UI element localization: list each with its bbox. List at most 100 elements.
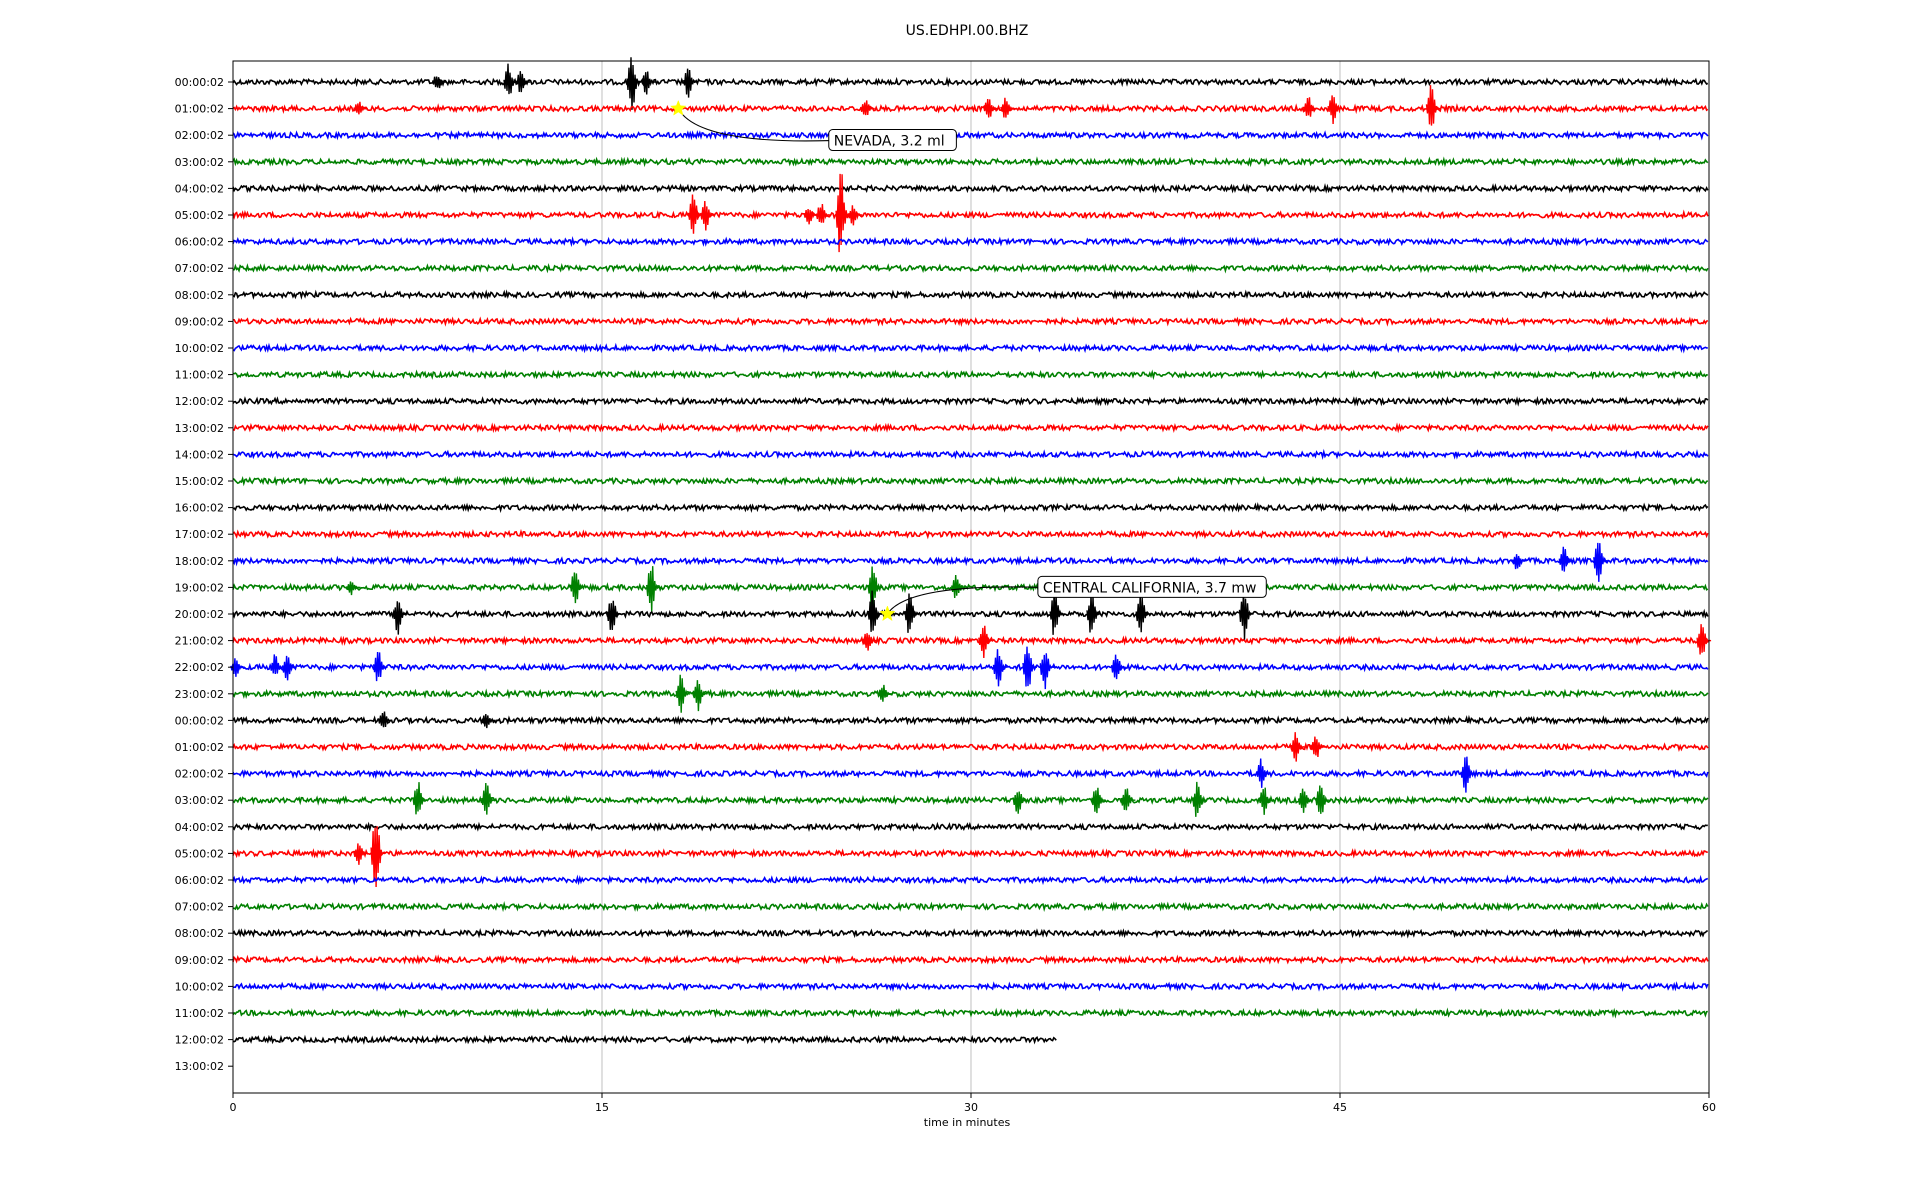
trace-spike (345, 581, 361, 596)
y-tick-label: 22:00:02 (175, 661, 224, 674)
trace-spike (867, 566, 883, 609)
trace-row (232, 369, 1708, 381)
trace-spike (353, 101, 368, 115)
y-tick-label: 03:00:02 (175, 156, 224, 169)
annotation-label: CENTRAL CALIFORNIA, 3.7 mw (1043, 580, 1257, 596)
trace-spike (1086, 593, 1102, 633)
trace-spike (675, 674, 691, 713)
y-tick-label: 01:00:02 (175, 741, 224, 754)
trace-spike (1425, 85, 1441, 126)
trace-spike (1302, 97, 1318, 117)
trace-spike (1192, 781, 1207, 817)
trace-row (232, 635, 1709, 647)
trace-spike (392, 601, 408, 635)
y-tick-label: 02:00:02 (175, 768, 224, 781)
trace-spike (1238, 588, 1254, 640)
trace-row (232, 581, 1709, 594)
trace-spike (515, 71, 531, 93)
event-star-marker (879, 605, 896, 622)
trace-spike (1290, 732, 1306, 762)
event-annotations: NEVADA, 3.2 ml CENTRAL CALIFORNIA, 3.7 mw (670, 99, 1267, 622)
y-tick-label: 17:00:02 (175, 528, 224, 541)
y-tick-label: 20:00:02 (175, 608, 224, 621)
trace-row (232, 874, 1709, 886)
trace-spike (269, 654, 285, 675)
y-tick-label: 11:00:02 (175, 369, 224, 382)
trace-row (232, 927, 1708, 939)
trace-spike (641, 71, 656, 95)
y-axis: 00:00:02 01:00:02 02:00:02 03:00:02 04:00:02… (175, 76, 233, 1073)
trace-spike (835, 173, 851, 253)
trace-spike (847, 205, 863, 226)
trace-spike (904, 593, 920, 633)
trace-spike (687, 194, 703, 234)
y-tick-label: 00:00:02 (175, 714, 224, 727)
trace-row (232, 289, 1709, 301)
trace-spike (1315, 785, 1330, 814)
chart-title: US.EDHPI.00.BHZ (906, 23, 1029, 39)
trace-row (232, 342, 1708, 354)
y-tick-label: 21:00:02 (175, 635, 224, 648)
y-tick-label: 01:00:02 (175, 103, 224, 116)
y-tick-label: 07:00:02 (175, 262, 224, 275)
trace-spike (1120, 788, 1136, 811)
event-star-marker (670, 99, 687, 116)
grid-lines (601, 61, 1341, 1093)
trace-row (232, 608, 1709, 620)
y-tick-label: 02:00:02 (175, 129, 224, 142)
trace-row (232, 954, 1709, 966)
trace-row (232, 688, 1709, 700)
y-tick-label: 08:00:02 (175, 927, 224, 940)
y-tick-label: 10:00:02 (175, 980, 224, 993)
trace-row (232, 182, 1709, 194)
y-tick-label: 19:00:02 (175, 581, 224, 594)
trace-spike (951, 574, 966, 599)
trace-row (232, 821, 1708, 833)
y-tick-label: 18:00:02 (175, 555, 224, 568)
trace-spike (606, 600, 622, 631)
trace-row (232, 661, 1709, 673)
y-tick-label: 03:00:02 (175, 794, 224, 807)
trace-row (232, 209, 1709, 221)
y-tick-label: 09:00:02 (175, 315, 224, 328)
annotation-box (1037, 575, 1267, 598)
x-tick-label: 15 (595, 1101, 609, 1114)
trace-spike (1258, 787, 1274, 815)
y-tick-label: 23:00:02 (175, 688, 224, 701)
trace-spike (1091, 787, 1106, 814)
trace-spike (281, 655, 297, 681)
trace-row (232, 794, 1709, 806)
y-tick-label: 07:00:02 (175, 901, 224, 914)
y-tick-label: 06:00:02 (175, 874, 224, 887)
trace-row (232, 76, 1709, 88)
trace-spike (700, 200, 715, 231)
x-tick-label: 60 (1702, 1101, 1716, 1114)
trace-row (232, 981, 1709, 993)
annotation-connector (677, 108, 831, 142)
trace-row (232, 156, 1709, 168)
trace-spike (1297, 788, 1313, 813)
x-tick-label: 45 (1333, 1101, 1347, 1114)
y-tick-label: 11:00:02 (175, 1007, 224, 1020)
y-tick-label: 04:00:02 (175, 182, 224, 195)
y-tick-label: 05:00:02 (175, 209, 224, 222)
trace-row (232, 1034, 1057, 1045)
y-tick-label: 13:00:02 (175, 422, 224, 435)
x-axis-label: time in minutes (924, 1116, 1011, 1129)
trace-spike (1327, 95, 1343, 125)
trace-spike (481, 713, 496, 729)
y-tick-label: 13:00:02 (175, 1060, 224, 1073)
trace-spike (692, 680, 708, 712)
trace-spike (803, 208, 819, 225)
trace-row (232, 555, 1709, 567)
y-tick-label: 14:00:02 (175, 448, 224, 461)
annotation-box (828, 129, 957, 152)
trace-spike (1310, 736, 1325, 758)
annotation-connector (886, 586, 1040, 615)
trace-row (232, 528, 1709, 540)
trace-spike (867, 590, 883, 632)
trace-row (232, 422, 1709, 434)
trace-spike (377, 711, 393, 728)
